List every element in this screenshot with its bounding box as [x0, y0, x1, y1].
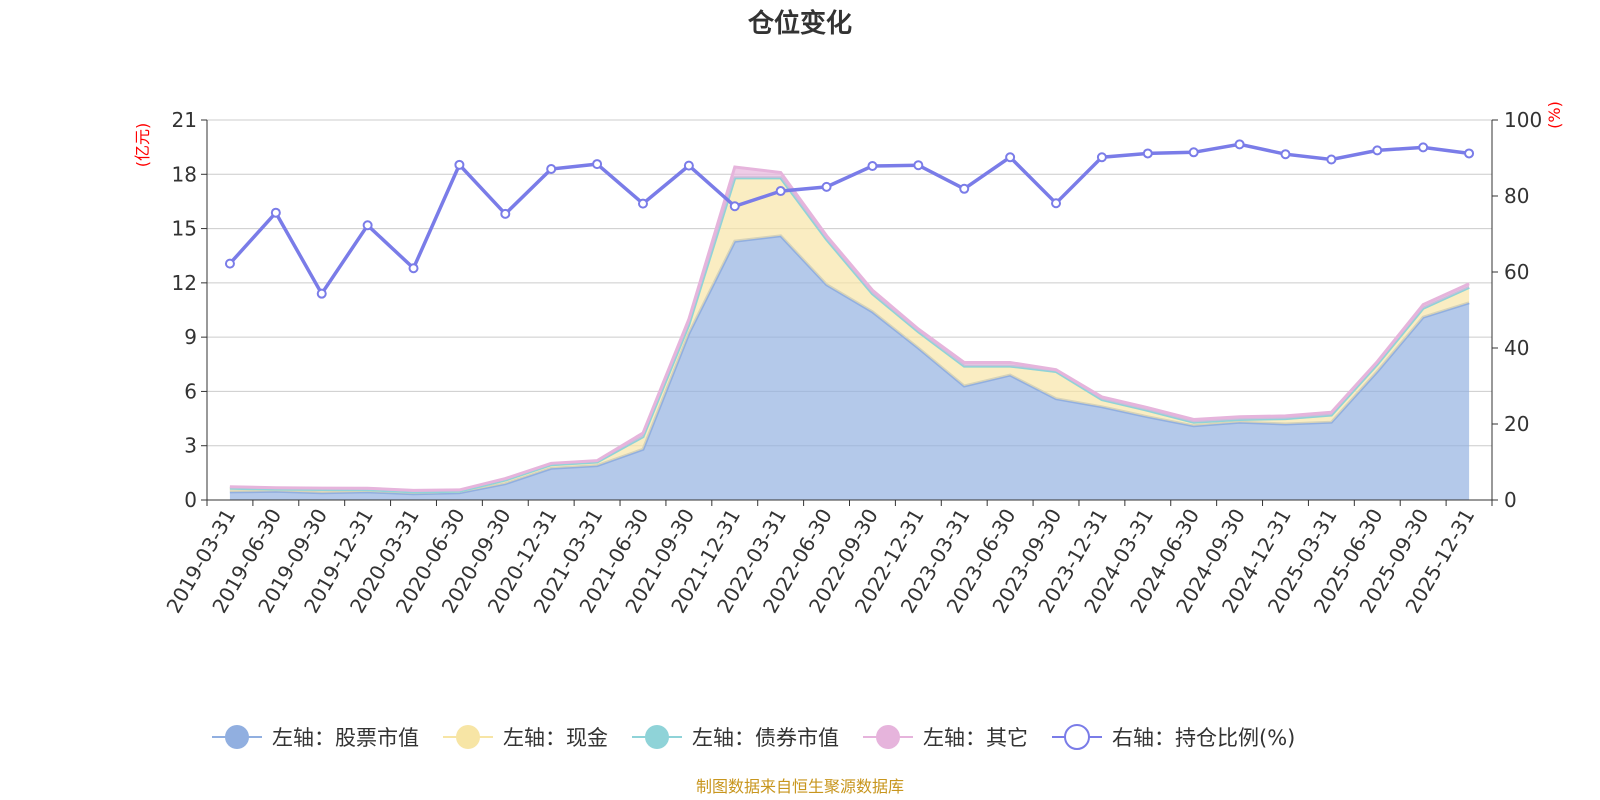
source-note: 制图数据来自恒生聚源数据库 — [696, 777, 904, 796]
left-tick-label: 12 — [172, 271, 197, 295]
ratio-point[interactable] — [683, 160, 694, 171]
ratio-point[interactable] — [316, 288, 327, 299]
right-axis-unit: (%) — [1545, 101, 1564, 129]
area-左轴：股票市值 — [229, 235, 1470, 501]
ratio-point[interactable] — [1418, 142, 1429, 153]
ratio-point[interactable] — [775, 186, 786, 197]
area-line-左轴：其它 — [229, 165, 1470, 492]
legend-label[interactable]: 左轴：现金 — [503, 726, 608, 750]
left-tick-label: 9 — [184, 325, 197, 349]
ratio-point[interactable] — [1326, 154, 1337, 165]
ratio-point[interactable] — [408, 263, 419, 274]
ratio-point[interactable] — [454, 159, 465, 170]
ratio-point[interactable] — [1234, 139, 1245, 150]
ratio-point[interactable] — [500, 208, 511, 219]
ratio-point[interactable] — [592, 159, 603, 170]
right-tick-label: 0 — [1504, 488, 1517, 512]
legend-label[interactable]: 左轴：股票市值 — [272, 726, 419, 750]
left-tick-label: 18 — [172, 162, 197, 186]
ratio-point[interactable] — [959, 183, 970, 194]
ratio-point[interactable] — [913, 160, 924, 171]
ratio-point[interactable] — [270, 207, 281, 218]
legend-symbol — [225, 725, 249, 749]
right-tick-label: 60 — [1504, 260, 1529, 284]
right-tick-label: 80 — [1504, 184, 1529, 208]
ratio-point[interactable] — [224, 258, 235, 269]
ratio-point[interactable] — [1005, 152, 1016, 163]
ratio-point[interactable] — [729, 201, 740, 212]
left-tick-label: 15 — [172, 217, 197, 241]
left-tick-label: 0 — [184, 488, 197, 512]
ratio-point[interactable] — [1280, 149, 1291, 160]
right-tick-label: 20 — [1504, 412, 1529, 436]
legend-label[interactable]: 右轴：持仓比例(%) — [1112, 726, 1295, 750]
ratio-point[interactable] — [821, 181, 832, 192]
ratio-point[interactable] — [1464, 148, 1475, 159]
left-axis-unit: (亿元) — [133, 123, 152, 168]
ratio-line — [228, 142, 1470, 298]
legend-symbol — [876, 725, 900, 749]
ratio-point[interactable] — [867, 160, 878, 171]
left-tick-label: 3 — [184, 434, 197, 458]
legend: 左轴：股票市值 左轴：现金 左轴：债券市值 左轴：其它 右轴：持仓比例(%) — [212, 724, 1295, 750]
holding-ratio-series — [224, 139, 1475, 299]
left-tick-label: 6 — [184, 379, 197, 403]
legend-symbol — [456, 725, 480, 749]
legend-symbol — [1064, 724, 1090, 750]
legend-symbol — [645, 725, 669, 749]
legend-label[interactable]: 左轴：其它 — [923, 726, 1028, 750]
ratio-point[interactable] — [362, 220, 373, 231]
ratio-point[interactable] — [1372, 145, 1383, 156]
ratio-point[interactable] — [1096, 152, 1107, 163]
chart-title: 仓位变化 — [747, 8, 852, 39]
ratio-point[interactable] — [1142, 148, 1153, 159]
ratio-point[interactable] — [637, 198, 648, 209]
ratio-point[interactable] — [546, 164, 557, 175]
ratio-point[interactable] — [1188, 147, 1199, 158]
left-tick-label: 21 — [172, 108, 197, 132]
stacked-areas — [229, 165, 1470, 501]
right-tick-label: 100 — [1504, 108, 1542, 132]
ratio-point[interactable] — [1051, 198, 1062, 209]
legend-label[interactable]: 左轴：债券市值 — [692, 726, 839, 750]
right-tick-label: 40 — [1504, 336, 1529, 360]
